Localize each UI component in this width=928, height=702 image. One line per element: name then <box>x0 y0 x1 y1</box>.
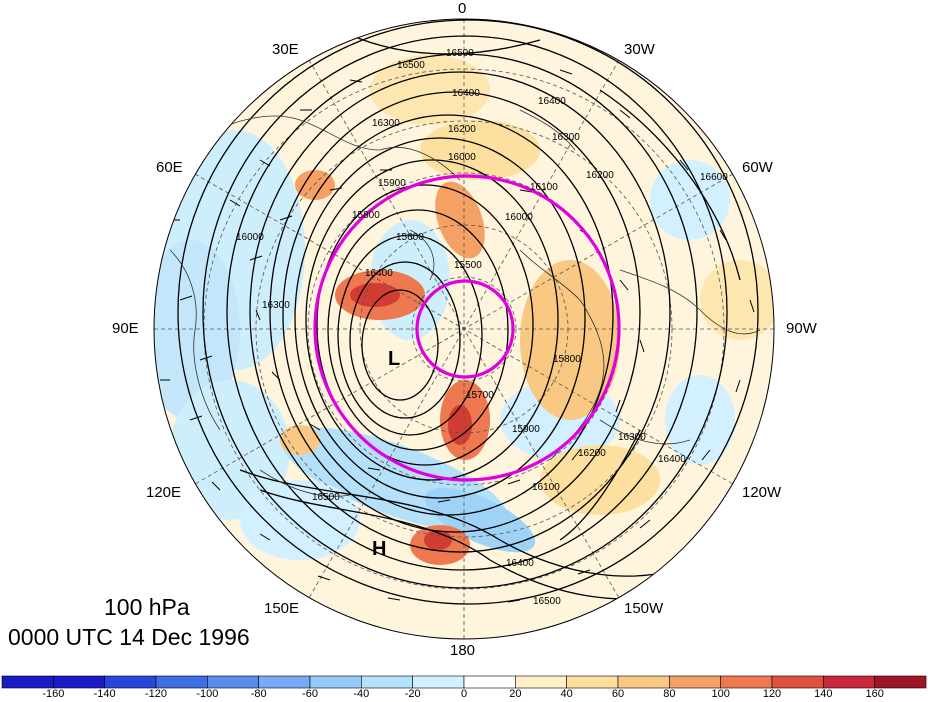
low-center-label: L <box>388 348 400 370</box>
lon-label-30w: 30W <box>624 41 655 58</box>
colorbar-swatch <box>155 675 208 689</box>
contour-label: 15600 <box>396 232 424 243</box>
contour-label: 16300 <box>552 132 580 143</box>
lon-label-0: 0 <box>458 0 467 17</box>
colorbar-tick-label: 20 <box>509 688 522 700</box>
colorbar-tick-label: -40 <box>353 688 370 700</box>
lon-label-90w: 90W <box>786 320 817 337</box>
colorbar-swatch <box>874 675 927 689</box>
colorbar-swatch <box>463 675 516 689</box>
lon-label-180: 180 <box>450 642 476 659</box>
high-center-label: H <box>372 538 386 560</box>
colorbar-tick-label: 140 <box>814 688 833 700</box>
contour-label: 16300 <box>262 300 290 311</box>
colorbar-tick-label: 80 <box>663 688 676 700</box>
lon-label-120w: 120W <box>742 484 782 501</box>
colorbar-tick-label: -140 <box>93 688 116 700</box>
colorbar-swatch <box>104 675 157 689</box>
colorbar-tick-label: -20 <box>404 688 421 700</box>
contour-label: 15800 <box>352 210 380 221</box>
anomaly-shading <box>154 55 774 565</box>
colorbar-swatch <box>207 675 259 689</box>
contour-label: 15500 <box>454 260 482 271</box>
colorbar-tick-label: 100 <box>711 688 730 700</box>
contour-label: 16200 <box>448 124 476 135</box>
contour-label: 16200 <box>578 448 606 459</box>
contour-label: 16000 <box>448 152 476 163</box>
contour-label: 16200 <box>586 170 614 181</box>
contour-label: 16500 <box>397 60 425 71</box>
colorbar-tick-label: 160 <box>865 688 884 700</box>
contour-label: 16500 <box>533 596 561 607</box>
colorbar-swatch <box>1 675 54 689</box>
colorbar-swatch <box>771 675 824 689</box>
colorbar-swatch <box>412 675 465 689</box>
colorbar-swatch <box>823 675 875 689</box>
colorbar-swatch <box>720 675 773 689</box>
contour-label: 16000 <box>236 232 264 243</box>
contour-label: 16400 <box>365 268 393 279</box>
contour-label: 16500 <box>446 48 474 59</box>
contour-label: 16100 <box>530 182 558 193</box>
contour-label: 16400 <box>538 96 566 107</box>
lon-label-60w: 60W <box>742 159 773 176</box>
colorbar-tick-label: 120 <box>762 688 782 700</box>
lon-label-60e: 60E <box>156 159 183 176</box>
contour-label: 16400 <box>506 558 534 569</box>
colorbar-swatch <box>53 675 105 689</box>
height-contours <box>177 19 759 605</box>
coastlines <box>169 109 761 497</box>
contour-label: 16600 <box>700 172 728 183</box>
colorbar-swatch <box>617 675 670 689</box>
level-title: 100 hPa <box>104 594 190 620</box>
colorbar-tick-label: 40 <box>560 688 573 700</box>
colorbar-tick-label: -100 <box>196 688 219 700</box>
contour-label: 16400 <box>658 454 686 465</box>
colorbar-tick-label: -120 <box>144 688 168 700</box>
time-title: 0000 UTC 14 Dec 1996 <box>8 624 250 650</box>
contour-label: 15700 <box>466 390 494 401</box>
colorbar-swatch <box>515 675 567 689</box>
colorbar-tick-label: -60 <box>302 688 318 700</box>
lon-label-120e: 120E <box>146 484 182 501</box>
colorbar-tick-label: 0 <box>460 688 468 700</box>
contour-label: 16300 <box>372 118 400 129</box>
contour-label: 15900 <box>512 424 540 435</box>
inner-reference-circle <box>415 279 515 379</box>
contour-labels: 16500 16500 16400 16400 16300 16300 1620… <box>236 48 728 607</box>
lon-label-30e: 30E <box>272 41 299 58</box>
contour-label: 16000 <box>505 212 533 223</box>
colorbar-swatch <box>309 675 362 689</box>
contour-label: 16300 <box>618 432 646 443</box>
map-border <box>153 18 775 640</box>
colorbar-swatch <box>669 675 721 689</box>
contour-label: 16500 <box>312 492 340 503</box>
colorbar-swatch <box>361 675 413 689</box>
colorbar-tick-label: 60 <box>611 688 625 700</box>
contour-label: 16400 <box>452 88 480 99</box>
colorbar-tick-label: -80 <box>250 688 267 700</box>
contour-label: 16100 <box>532 482 560 493</box>
lon-label-90e: 90E <box>112 320 139 337</box>
contour-label: 15800 <box>553 354 581 365</box>
lon-label-150w: 150W <box>624 600 664 617</box>
colorbar <box>1 675 927 689</box>
outer-reference-circle <box>313 174 621 482</box>
colorbar-swatch <box>566 675 619 689</box>
colorbar-tick-label: -160 <box>42 688 65 700</box>
lon-label-150e: 150E <box>264 600 300 617</box>
colorbar-swatch <box>258 675 311 689</box>
contour-label: 15900 <box>378 178 406 189</box>
